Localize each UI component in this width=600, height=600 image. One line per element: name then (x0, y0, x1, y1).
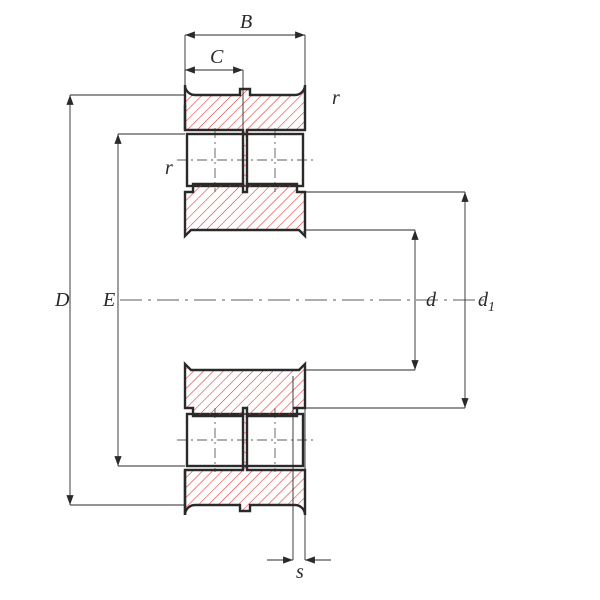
inner-ring (185, 364, 305, 416)
dim-label-B: B (240, 11, 252, 33)
dim-label-d1: d1 (478, 289, 495, 315)
outer-ring (185, 85, 305, 134)
inner-ring (185, 184, 305, 236)
dim-label-r: r (165, 157, 173, 179)
outer-ring (185, 466, 305, 515)
dim-label-s: s (296, 561, 304, 583)
dim-label-C: C (210, 46, 224, 68)
dim-label-r: r (332, 87, 340, 109)
dim-label-d: d (426, 289, 437, 311)
dim-label-E: E (102, 289, 115, 311)
dim-label-D: D (54, 289, 70, 311)
bearing-diagram: BC D Ed d1 r r s (0, 0, 600, 600)
